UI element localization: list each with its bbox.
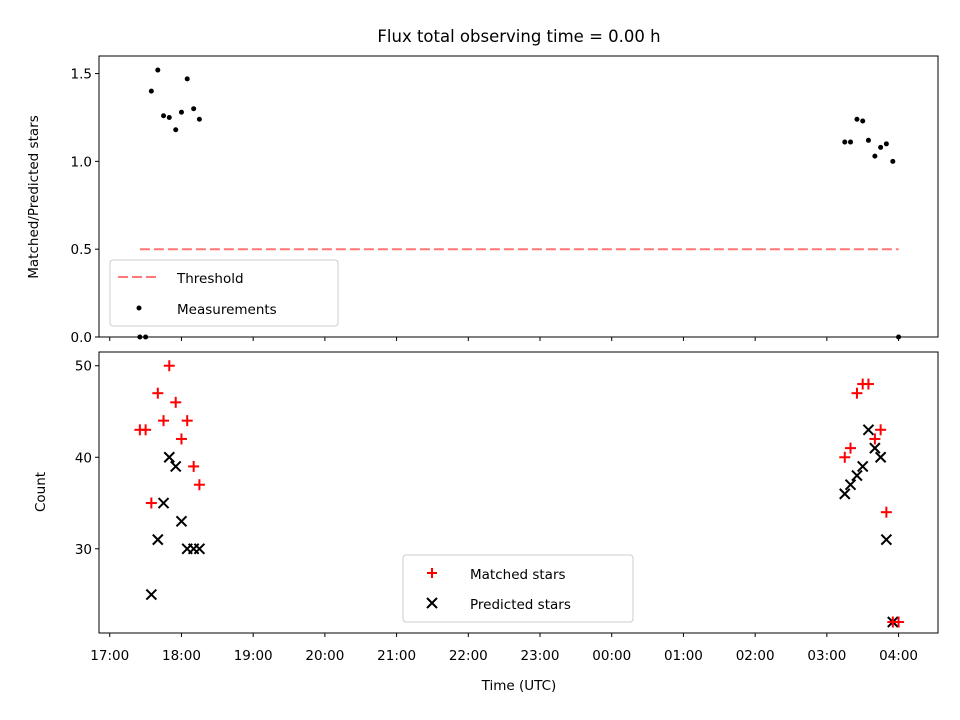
measurement-point [155, 67, 161, 73]
measurement-point [166, 114, 172, 120]
predicted-star-point [152, 533, 164, 546]
ratio-panel: Flux total observing time = 0.00 h Match… [26, 27, 939, 346]
count-legend: Matched stars Predicted stars [402, 554, 634, 623]
predicted-star-point [170, 460, 182, 473]
measurement-point [848, 139, 854, 145]
measurement-point [178, 109, 184, 115]
measurements-legend-swatch [136, 305, 142, 311]
predicted-star-point [145, 588, 158, 601]
x-tick-label: 22:00 [449, 648, 488, 664]
measurement-point [878, 144, 884, 150]
x-tick-label: 00:00 [592, 648, 631, 664]
legend-box [402, 554, 634, 623]
y-tick-label: 50 [75, 359, 92, 375]
predicted-star-point [175, 515, 188, 528]
measurement-point [173, 127, 179, 133]
y-axis-label-ratio: Matched/Predicted stars [26, 115, 42, 278]
matched-star-point [152, 387, 164, 399]
matched-star-point [158, 415, 170, 427]
measurement-point [148, 88, 154, 94]
matched-star-point [193, 479, 205, 491]
matched-star-point [140, 424, 152, 436]
predicted-star-point [880, 533, 893, 546]
measurement-point [196, 116, 202, 122]
matched-star-point [839, 451, 851, 463]
measurement-point [191, 106, 197, 112]
measurement-point [860, 118, 866, 124]
predicted-star-point [856, 460, 869, 473]
predicted-star-point [193, 543, 206, 555]
matched-star-point [893, 616, 905, 628]
predicted-star-point [874, 451, 887, 463]
measurement-point [184, 76, 190, 82]
predicted-star-point [844, 479, 857, 491]
matched-star-point [845, 442, 857, 454]
x-tick-label: 04:00 [879, 648, 918, 664]
x-tick-label: 21:00 [377, 648, 416, 664]
measurement-point [854, 116, 860, 122]
x-tick-label: 18:00 [162, 648, 201, 664]
x-tick-label: 19:00 [234, 648, 273, 664]
y-tick-label: 30 [75, 542, 92, 558]
legend-label-matched: Matched stars [470, 567, 566, 583]
predicted-star-point [163, 451, 175, 463]
y-tick-label: 0.0 [71, 330, 92, 346]
measurement-point [842, 139, 848, 145]
y-tick-label: 1.5 [71, 67, 92, 83]
predicted-star-point [851, 469, 863, 482]
matched-star-point [170, 396, 182, 408]
ratio-axes-frame [98, 55, 939, 338]
matched-star-point [862, 378, 874, 390]
measurement-point [890, 158, 896, 164]
measurement-point [883, 141, 889, 147]
matched-star-point [851, 387, 863, 399]
x-tick-label: 20:00 [305, 648, 344, 664]
x-tick-label: 01:00 [664, 648, 703, 664]
x-tick-label: 03:00 [807, 648, 846, 664]
measurement-point [872, 153, 878, 159]
count-panel: Count Time (UTC) 30 40 50 17:00 18:00 19:00 20… [33, 351, 939, 694]
chart-title: Flux total observing time = 0.00 h [377, 27, 660, 46]
predicted-star-point [839, 488, 851, 500]
y-tick-label: 0.5 [71, 242, 92, 258]
matched-star-point [163, 360, 175, 372]
legend-label-predicted: Predicted stars [470, 597, 571, 613]
y-tick-label: 40 [75, 450, 92, 466]
legend-box [109, 259, 339, 327]
measurement-point [865, 137, 871, 143]
predicted-star-point [862, 424, 875, 436]
measurement-point [161, 113, 167, 119]
matched-star-point [880, 506, 892, 518]
predicted-star-point [869, 442, 881, 454]
matched-star-point [869, 433, 881, 445]
x-tick-label: 02:00 [736, 648, 775, 664]
legend-label-threshold: Threshold [176, 271, 244, 287]
matched-star-point [175, 433, 187, 445]
matched-star-point [875, 424, 887, 436]
count-axes-frame [98, 351, 939, 634]
ratio-legend: Threshold Measurements [109, 259, 339, 327]
matched-star-point [145, 497, 157, 509]
x-axis-label: Time (UTC) [481, 678, 557, 694]
matched-legend-swatch [427, 568, 437, 578]
legend-label-measurements: Measurements [177, 302, 277, 318]
y-axis-label-count: Count [33, 472, 49, 512]
matched-star-point [181, 415, 193, 427]
x-tick-label: 17:00 [90, 648, 129, 664]
predicted-star-point [157, 497, 170, 509]
matched-star-point [188, 460, 200, 472]
predicted-legend-swatch [426, 597, 438, 609]
y-tick-label: 1.0 [71, 154, 92, 170]
x-tick-label: 23:00 [521, 648, 560, 664]
